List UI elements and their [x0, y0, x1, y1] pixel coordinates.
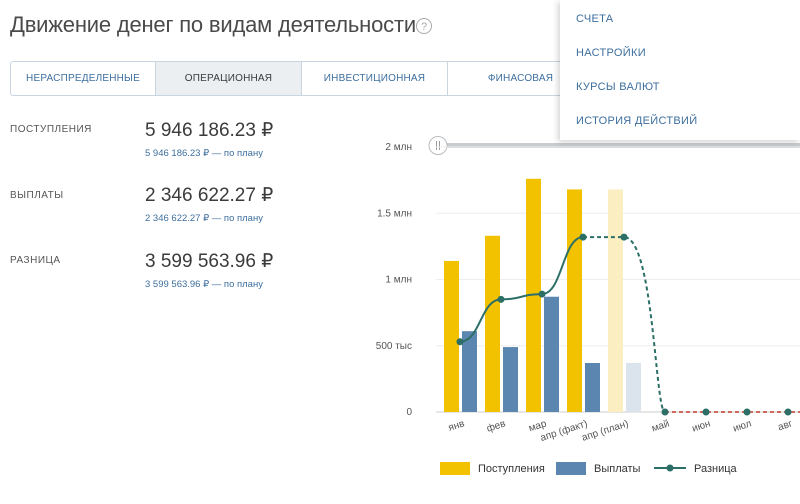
difference-forecast-line [583, 236, 666, 413]
payments-plan: 2 346 622.27 ₽ — по плану [145, 213, 263, 224]
payments-bar[interactable] [585, 362, 600, 412]
y-tick-label: 2 млн [385, 142, 412, 153]
difference-point[interactable] [456, 338, 464, 346]
difference-point[interactable] [497, 295, 505, 303]
x-tick-label: май [650, 418, 671, 434]
difference-point[interactable] [784, 408, 792, 416]
legend-difference-label: Разница [694, 463, 738, 475]
legend-payments-swatch [556, 462, 586, 475]
payments-label: ВЫПЛАТЫ [10, 190, 64, 201]
dropdown-menu: Счета Настройки Курсы валют История дейс… [560, 0, 800, 140]
legend-payments-label: Выплаты [594, 463, 641, 475]
x-tick-label: апр (план) [581, 418, 630, 443]
y-tick-label: 1 млн [385, 275, 412, 286]
difference-value: 3 599 563.96 ₽ [145, 251, 274, 272]
difference-point[interactable] [538, 290, 546, 298]
difference-point[interactable] [620, 233, 628, 241]
menu-item-action-history[interactable]: История действий [576, 115, 698, 127]
activity-tabs: Нераспределенные Операционная Инвестицио… [10, 61, 800, 96]
range-slider-track[interactable] [436, 143, 800, 148]
income-plan: 5 946 186.23 ₽ — по плану [145, 148, 263, 159]
income-label: ПОСТУПЛЕНИЯ [10, 124, 92, 135]
legend-difference-marker [666, 464, 674, 472]
difference-point[interactable] [661, 408, 669, 416]
x-tick-label: авг [777, 418, 795, 433]
payments-bar[interactable] [462, 331, 477, 412]
difference-line [459, 236, 584, 343]
income-bar[interactable] [608, 189, 623, 412]
x-tick-label: июл [732, 418, 753, 434]
income-bar[interactable] [485, 235, 500, 412]
legend-income-swatch [440, 462, 470, 475]
y-tick-label: 500 тыс [376, 341, 412, 352]
legend-income-label: Поступления [478, 463, 545, 475]
x-tick-label: янв [447, 418, 466, 433]
income-bar[interactable] [567, 189, 582, 412]
income-value: 5 946 186.23 ₽ [145, 120, 274, 141]
x-tick-label: апр (факт) [539, 417, 589, 444]
y-tick-label: 0 [406, 407, 412, 418]
range-slider-handle[interactable] [428, 136, 448, 155]
menu-item-accounts[interactable]: Счета [576, 13, 614, 25]
difference-label: РАЗНИЦА [10, 255, 61, 266]
difference-point[interactable] [579, 233, 587, 241]
tab-operational[interactable]: Операционная [156, 62, 302, 95]
menu-item-settings[interactable]: Настройки [576, 47, 646, 59]
help-icon[interactable]: ? [416, 18, 432, 34]
payments-value: 2 346 622.27 ₽ [145, 185, 274, 206]
payments-bar[interactable] [544, 296, 559, 412]
difference-plan: 3 599 563.96 ₽ — по плану [145, 279, 263, 290]
x-tick-label: фев [485, 417, 507, 434]
page-title: Движение денег по видам деятельности [10, 12, 416, 37]
payments-bar[interactable] [626, 362, 641, 412]
payments-bar[interactable] [503, 347, 518, 412]
difference-point[interactable] [702, 408, 710, 416]
x-tick-label: июн [691, 418, 712, 434]
difference-point[interactable] [743, 408, 751, 416]
tab-undistributed[interactable]: Нераспределенные [11, 62, 156, 95]
income-bar[interactable] [444, 260, 459, 412]
y-tick-label: 1.5 млн [377, 208, 412, 219]
x-tick-label: мар [527, 418, 548, 434]
tab-investment[interactable]: Инвестиционная [302, 62, 448, 95]
menu-item-currency-rates[interactable]: Курсы валют [576, 81, 660, 93]
